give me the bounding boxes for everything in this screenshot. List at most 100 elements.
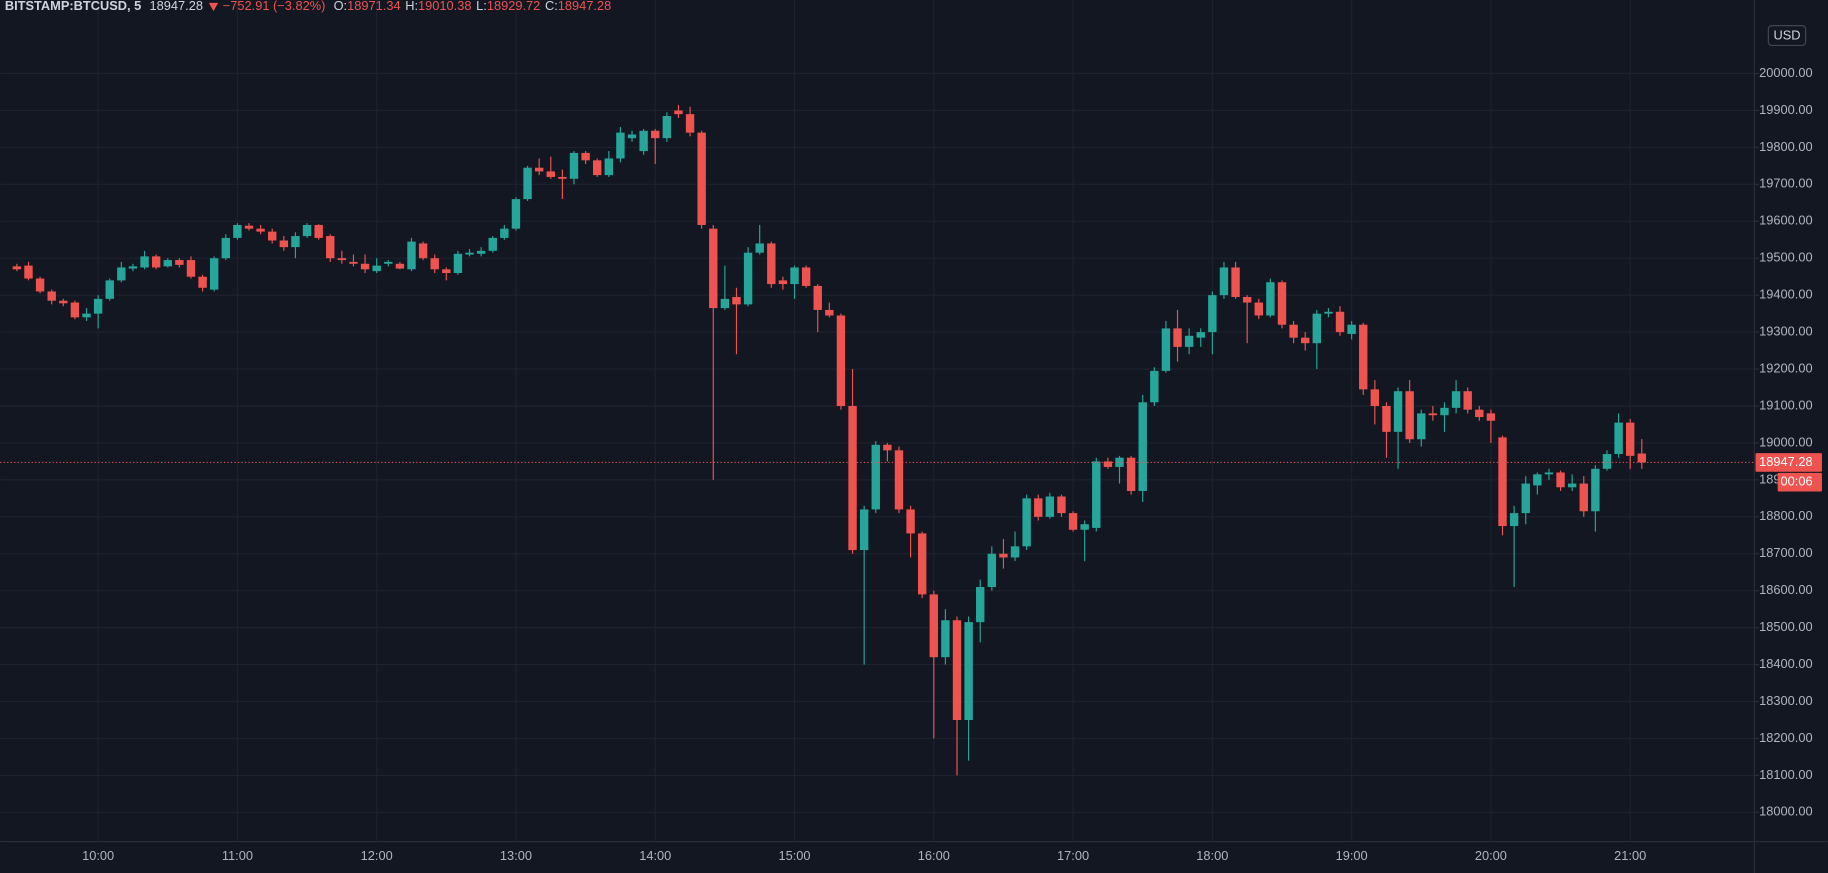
candle-body (546, 171, 555, 177)
y-tick-label: 18200.00 (1759, 730, 1812, 745)
candle-body (1219, 267, 1229, 296)
candle-body (1428, 413, 1438, 416)
candle-body (35, 278, 45, 292)
candle-body (47, 291, 56, 301)
candle-body (1057, 496, 1066, 514)
candle-body (1370, 389, 1380, 406)
candle-body (1266, 282, 1275, 316)
candle-body (326, 236, 335, 259)
candle-body (1231, 267, 1240, 298)
candle-body (12, 266, 22, 270)
candle-body (105, 280, 114, 299)
candle-body (790, 267, 799, 285)
x-tick-label: 21:00 (1614, 848, 1646, 863)
candle-body (836, 315, 846, 406)
legend-value: 18929.72 (487, 0, 540, 13)
candle-body (314, 224, 323, 238)
candle-body (720, 298, 730, 309)
candle-body (1242, 297, 1252, 303)
candles (12, 104, 1646, 776)
candle-body (1579, 483, 1588, 512)
candle-body (244, 225, 254, 229)
legend-value: 19010.38 (418, 0, 471, 13)
candle-body (1602, 454, 1612, 469)
candle-body (709, 228, 718, 309)
down-arrow (208, 2, 219, 12)
candle-body (1068, 513, 1078, 530)
candle-body (279, 240, 289, 248)
candle-body (732, 297, 741, 305)
candle-body (70, 302, 80, 318)
candle-body (1475, 409, 1484, 418)
candle-body (93, 298, 103, 314)
candle-body (848, 405, 857, 551)
x-tick-label: 13:00 (500, 848, 532, 863)
candle-body (558, 176, 567, 179)
y-tick-label: 19800.00 (1759, 139, 1812, 154)
candle-body (1533, 474, 1542, 486)
candle-body (1544, 472, 1554, 475)
x-tick-label: 15:00 (778, 848, 810, 863)
currency-label: USD (1773, 28, 1800, 43)
candle-body (1150, 370, 1159, 403)
y-tick-label: 18800.00 (1759, 508, 1812, 523)
candle-body (627, 134, 637, 139)
candle-body (1126, 457, 1136, 491)
y-tick-label: 19100.00 (1759, 397, 1812, 412)
y-tick-label: 19200.00 (1759, 360, 1812, 375)
candle-body (1556, 472, 1565, 488)
candle-body (929, 594, 938, 658)
candle-body (1614, 422, 1623, 455)
candle-body (1405, 391, 1414, 440)
candle-body (1034, 498, 1043, 517)
y-tick-label: 19700.00 (1759, 176, 1812, 191)
candle-body (175, 260, 184, 265)
candle-body (1092, 461, 1101, 528)
candle-body (1567, 483, 1577, 488)
candle-body (813, 285, 822, 310)
candle-body (1359, 324, 1368, 390)
candle-body (488, 237, 497, 251)
candle-body (1045, 496, 1055, 517)
candle-body (1521, 483, 1530, 514)
candle-body (581, 152, 590, 161)
candle-body (1277, 282, 1287, 325)
candle-body (1103, 461, 1113, 467)
candle-body (233, 224, 242, 238)
x-tick-label: 14:00 (639, 848, 671, 863)
header: BITSTAMP:BTCUSD, 5 18947.28 (5, 0, 203, 13)
candle-body (442, 269, 451, 273)
candle-body (384, 261, 393, 264)
x-tick-label: 11:00 (222, 848, 253, 863)
x-tick-label: 17:00 (1057, 848, 1089, 863)
candle-body (1138, 402, 1147, 491)
candle-body (291, 236, 300, 248)
candle-body (1254, 302, 1263, 316)
candle-body (964, 622, 973, 720)
candle-body (674, 110, 683, 115)
candle-body (151, 256, 161, 268)
candle-body (801, 267, 811, 286)
candle-body (1335, 311, 1345, 333)
candle-body (163, 260, 172, 267)
candle-body (616, 132, 625, 159)
candle-body (976, 587, 985, 623)
y-tick-label: 19500.00 (1759, 250, 1812, 265)
last-price: 18947.28 (150, 0, 203, 13)
candle-body (140, 256, 149, 268)
candle-body (1637, 453, 1646, 463)
candle-body (1382, 405, 1391, 432)
candle-body (395, 263, 405, 269)
candle-body (755, 243, 764, 253)
candle-body (1347, 324, 1356, 334)
candle-body (906, 509, 915, 534)
y-tick-label: 19900.00 (1759, 102, 1812, 117)
candle-body (256, 228, 265, 232)
candle-body (1486, 413, 1496, 421)
candle-body (523, 167, 532, 200)
candle-body (360, 263, 370, 270)
grid (0, 0, 1755, 842)
last-price-label: 18947.28 (1759, 454, 1812, 469)
candle-body (1161, 328, 1171, 371)
